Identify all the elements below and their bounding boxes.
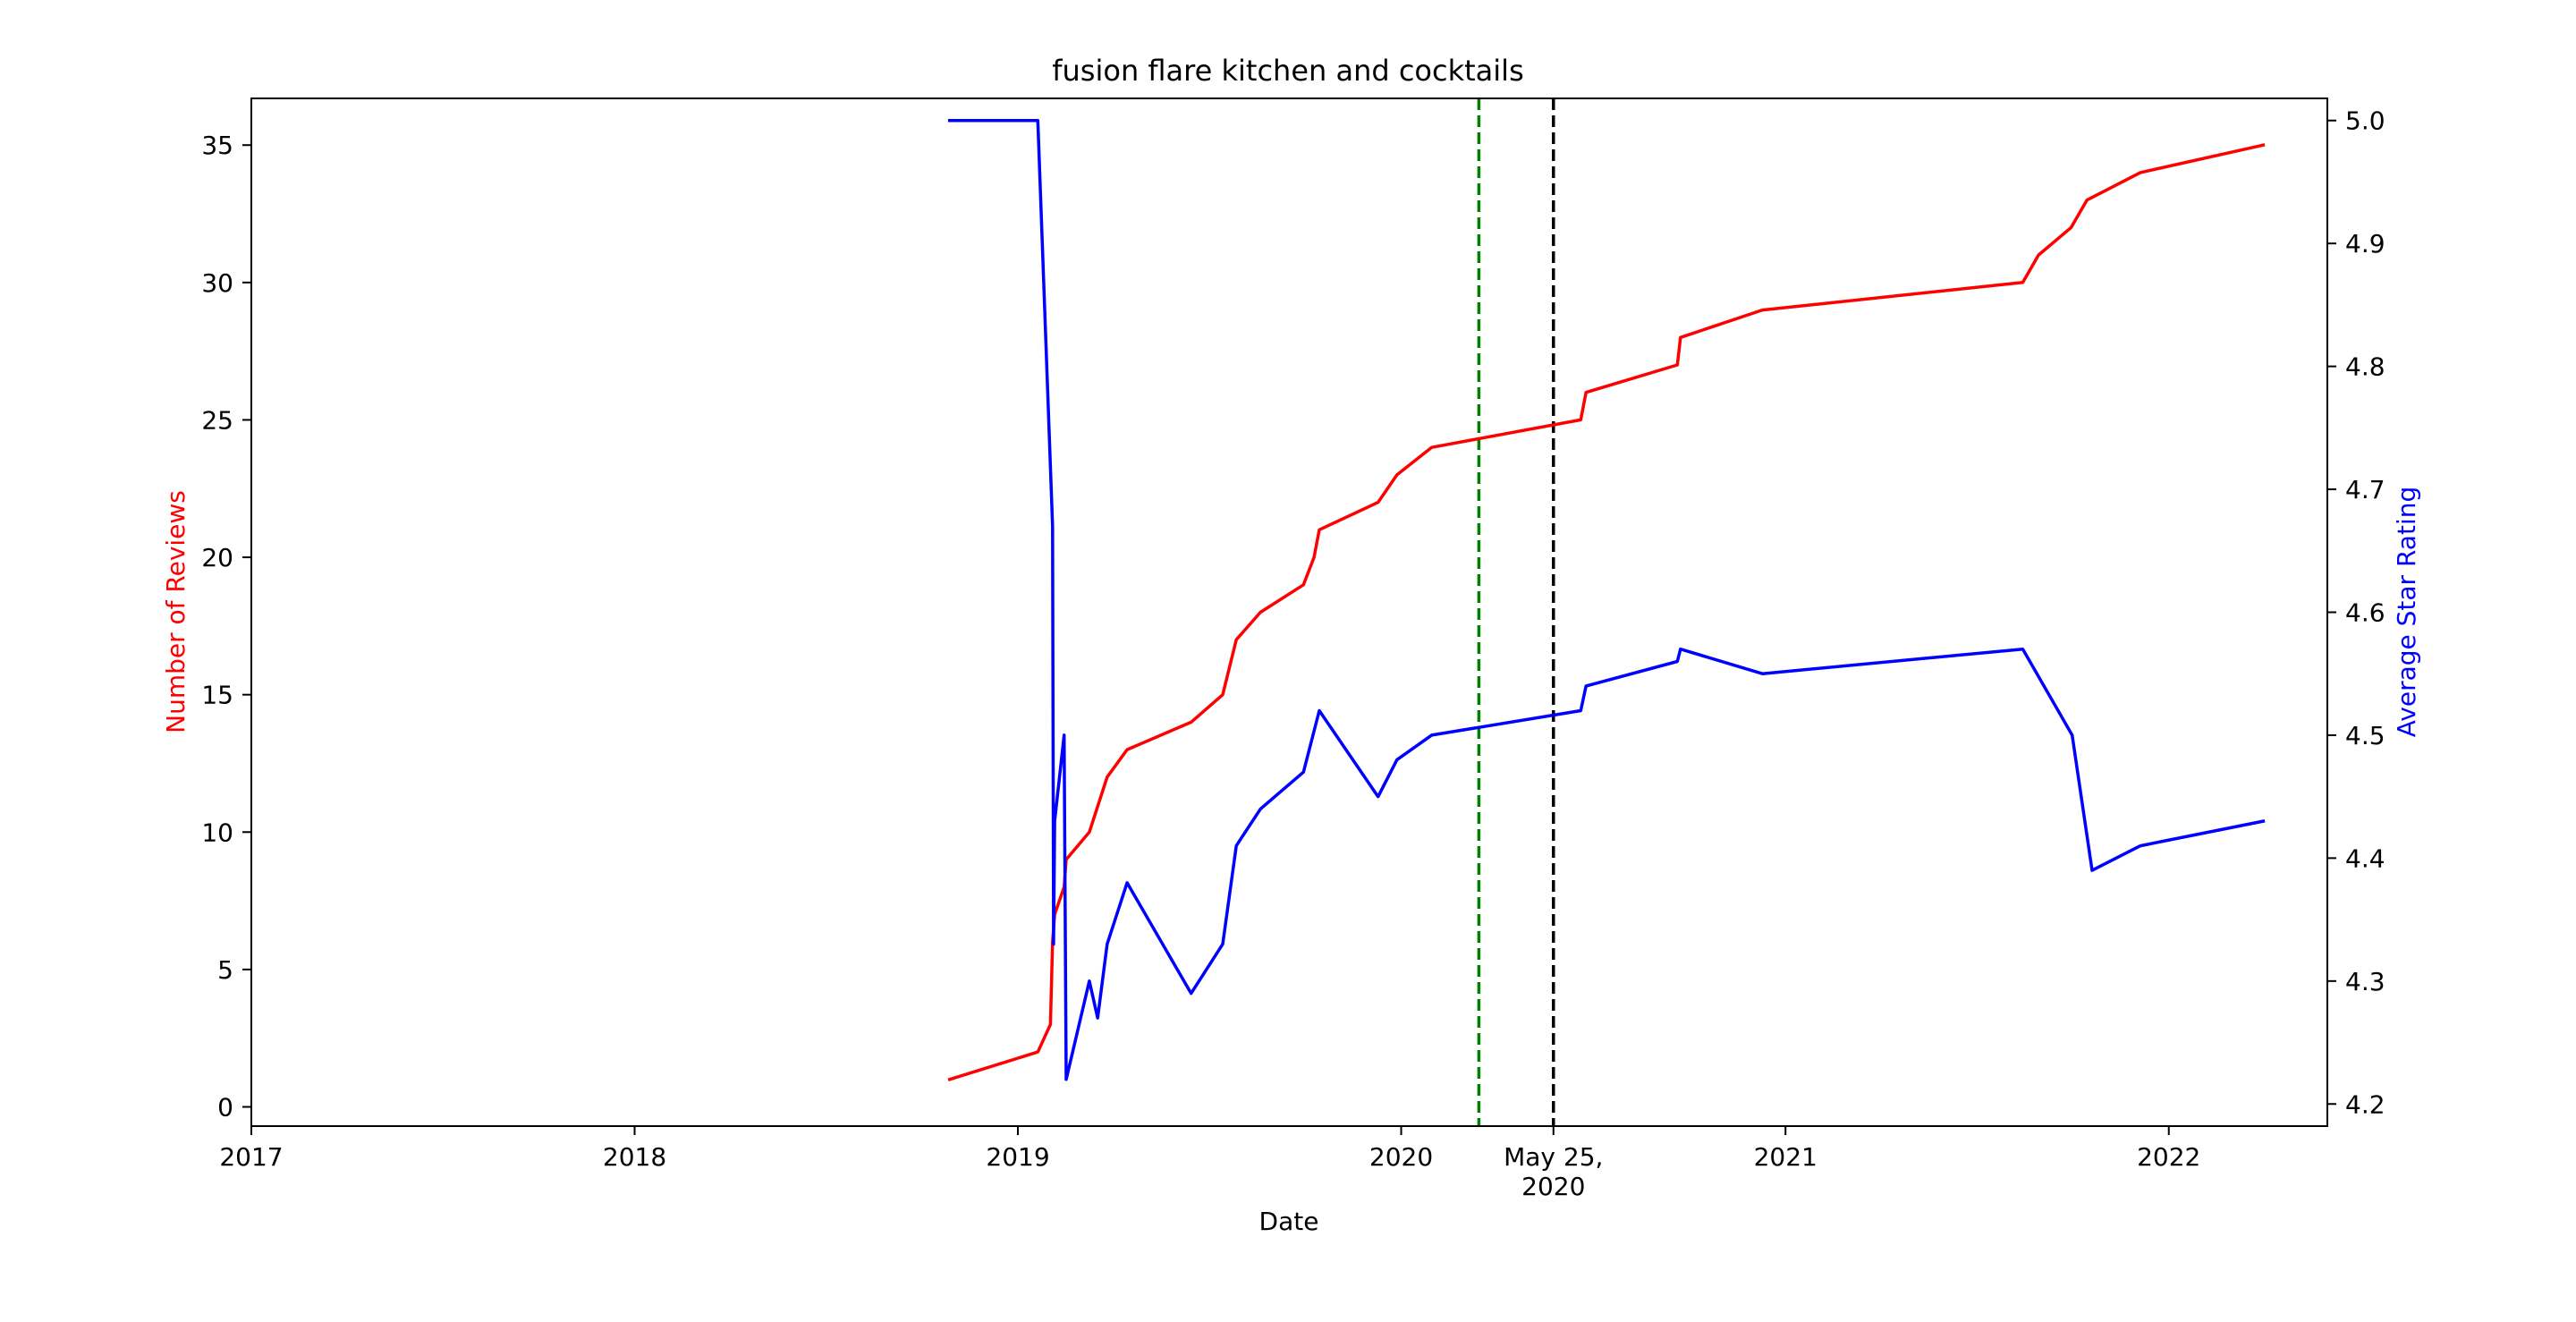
y-left-tick-label: 30 — [201, 268, 233, 298]
series-line-rating — [947, 118, 2266, 1081]
y-right-tick-label: 4.5 — [2345, 721, 2385, 750]
y-right-tick-label: 5.0 — [2345, 106, 2385, 136]
reference-lines — [1477, 98, 1555, 1126]
x-tick-label-line: 2018 — [603, 1142, 666, 1172]
x-tick-label: 2019 — [986, 1142, 1049, 1172]
x-axis-label: Date — [1259, 1207, 1319, 1236]
x-tick-label-line: 2020 — [1369, 1142, 1433, 1172]
x-tick-label: 2020 — [1369, 1142, 1433, 1172]
x-tick-label: 2018 — [603, 1142, 666, 1172]
y-left-tick-label: 35 — [201, 131, 233, 160]
y-axis-left-label: Number of Reviews — [161, 490, 191, 733]
y-left-tick-label: 15 — [201, 681, 233, 710]
x-tick-label: May 25, 2020 — [1504, 1142, 1603, 1201]
x-tick-label-line: 2019 — [986, 1142, 1049, 1172]
y-left-tick-label: 10 — [201, 818, 233, 847]
y-right-tick-label: 4.2 — [2345, 1089, 2385, 1119]
x-tick-label: 2017 — [219, 1142, 283, 1172]
y-axis-left: 0 5 10 15 20 25 30 35 — [201, 131, 251, 1122]
y-left-tick-label: 5 — [217, 955, 233, 985]
y-right-tick-label: 4.9 — [2345, 229, 2385, 258]
y-axis-right-label: Average Star Rating — [2392, 487, 2421, 737]
y-right-tick-label: 4.8 — [2345, 352, 2385, 382]
x-tick-label: 2022 — [2137, 1142, 2200, 1172]
series-layer — [947, 118, 2266, 1081]
y-right-tick-label: 4.3 — [2345, 967, 2385, 996]
y-left-tick-label: 0 — [217, 1092, 233, 1122]
y-axis-right: 4.2 4.3 4.4 4.5 4.6 4.7 4.8 4.9 5.0 — [2327, 106, 2385, 1119]
x-tick-label-line: 2022 — [2137, 1142, 2200, 1172]
chart-title: fusion flare kitchen and cocktails — [1052, 54, 1523, 88]
y-left-tick-label: 20 — [201, 543, 233, 572]
x-tick-label-line: 2017 — [219, 1142, 283, 1172]
x-tick-label-line: 2021 — [1754, 1142, 1818, 1172]
y-right-tick-label: 4.6 — [2345, 598, 2385, 628]
y-right-tick-label: 4.7 — [2345, 475, 2385, 504]
y-left-tick-label: 25 — [201, 405, 233, 435]
x-tick-label-line: May 25, — [1504, 1142, 1603, 1172]
x-tick-label-line: 2020 — [1521, 1172, 1585, 1201]
x-tick-label: 2021 — [1754, 1142, 1818, 1172]
y-right-tick-label: 4.4 — [2345, 843, 2385, 873]
